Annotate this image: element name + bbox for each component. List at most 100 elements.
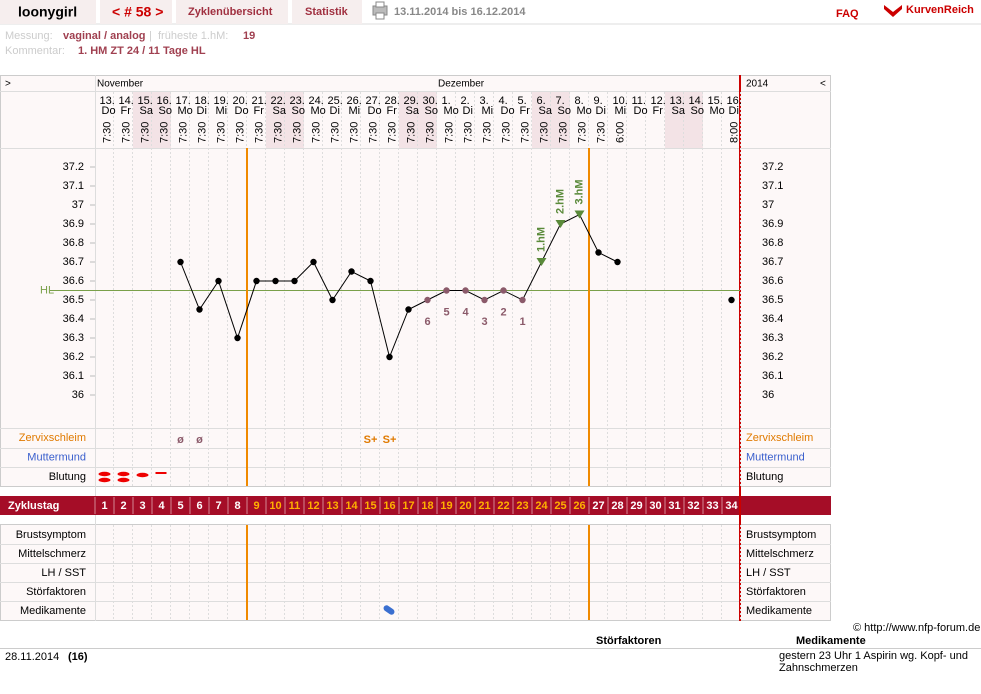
row-label: Medikamente [746,605,812,617]
time-label: 8:00 [728,122,740,143]
day-label: 22. [271,95,286,107]
weekday-label: Mo [178,105,193,117]
cycle-day: 25 [554,500,566,512]
faq-link[interactable]: FAQ [836,8,859,20]
tab-label[interactable]: Zyklenübersicht [188,6,273,18]
time-label: 7:30 [120,122,132,143]
row-label: Störfaktoren [746,586,806,598]
weekday-label: Mi [216,105,228,117]
low-label: 1 [519,316,525,328]
y-tick-label: 36.7 [762,256,783,268]
column-header: Störfaktoren [596,635,662,647]
temperature-point [405,306,412,313]
y-tick-label: 36 [762,389,774,401]
weekend-shade [133,92,152,148]
weekday-label: Do [102,105,116,117]
day-label: 3. [480,95,489,107]
weekday-label: So [425,105,438,117]
temperature-point [329,296,336,304]
weekday-label: Fr [254,105,265,117]
month-label: November [97,79,144,90]
tab-label[interactable]: Statistik [305,6,349,18]
bleeding-icon [136,472,149,478]
nav-next[interactable]: < [820,79,826,90]
cycle-day: 7 [215,500,221,512]
temperature-point [234,334,241,342]
cycle-day: 6 [196,500,202,512]
y-tick-label: 36.5 [762,294,783,306]
time-label: 7:30 [576,122,588,143]
day-label: 13. [100,95,115,107]
weekday-label: Mo [710,105,725,117]
y-tick-label: 36.3 [63,332,84,344]
y-tick-label: 36.8 [762,237,783,249]
cycle-day: 22 [497,500,509,512]
temperature-point [614,258,621,266]
tab[interactable] [176,0,288,24]
temperature-point [728,296,735,304]
weekend-shade [285,92,304,148]
nav-prev[interactable]: > [5,79,11,90]
day-label: 21. [252,95,267,107]
logo[interactable]: KurvenReich [884,4,974,17]
print-icon[interactable] [372,1,388,20]
cycle-day: 4 [158,500,165,512]
cycle-day: 34 [725,500,738,512]
day-label: 13. [670,95,685,107]
weekday-label: Di [463,105,473,117]
cycle-tab[interactable] [100,0,172,24]
cycle-nav[interactable]: < # 58 > [112,4,163,20]
low-label: 5 [443,306,449,318]
cycle-day: 24 [535,500,548,512]
day-label: 27. [366,95,381,107]
cycle-day: 17 [402,500,414,512]
day-label: 7. [556,95,565,107]
day-label: 17. [176,95,191,107]
time-label: 7:30 [500,122,512,143]
day-label: 9. [594,95,603,107]
printer-paper [375,12,385,20]
day-label: 12. [651,95,666,107]
time-label: 7:30 [234,122,246,143]
temperature-point [348,268,355,275]
day-label: 16. [157,95,172,107]
cycle-day: 19 [440,500,452,512]
weekday-label: Fr [121,105,132,117]
bleeding-icon [117,477,130,483]
weekday-label: Di [596,105,606,117]
cycle-day: 23 [516,500,528,512]
temperature-point [215,277,222,285]
time-label: 7:30 [196,122,208,143]
y-tick-label: 36.2 [762,351,783,363]
time-label: 7:30 [291,122,303,143]
y-tick-label: 36.9 [63,218,84,230]
time-label: 7:30 [462,122,474,143]
pill [383,605,395,615]
weekday-label: Do [368,105,382,117]
y-tick-label: 37.1 [762,180,783,192]
weekday-label: Fr [520,105,531,117]
day-label: 8. [575,95,584,107]
cycle-day: 21 [478,500,490,512]
info-label: Messung: [5,30,53,42]
cervix-mark: S+ [383,434,397,446]
day-label: 25. [328,95,343,107]
cycle-day: 2 [120,500,126,512]
y-tick-label: 36.5 [63,294,84,306]
weekday-label: So [558,105,571,117]
cycle-day: 32 [687,500,699,512]
weekday-label: Fr [387,105,398,117]
info-value: vaginal / analog [63,30,146,42]
y-tick-label: 36.6 [762,275,783,287]
weekday-label: So [159,105,172,117]
hm-label: 2.hM [554,189,566,214]
temperature-point [443,287,450,294]
bleeding-icon [155,472,167,474]
row-label: LH / SST [41,567,86,579]
temperature-point [462,287,469,294]
time-label: 7:30 [329,122,341,143]
weekend-shade [418,92,437,148]
tab[interactable] [292,0,362,24]
cycle-day: 33 [706,500,718,512]
cycle-day: 30 [649,500,661,512]
